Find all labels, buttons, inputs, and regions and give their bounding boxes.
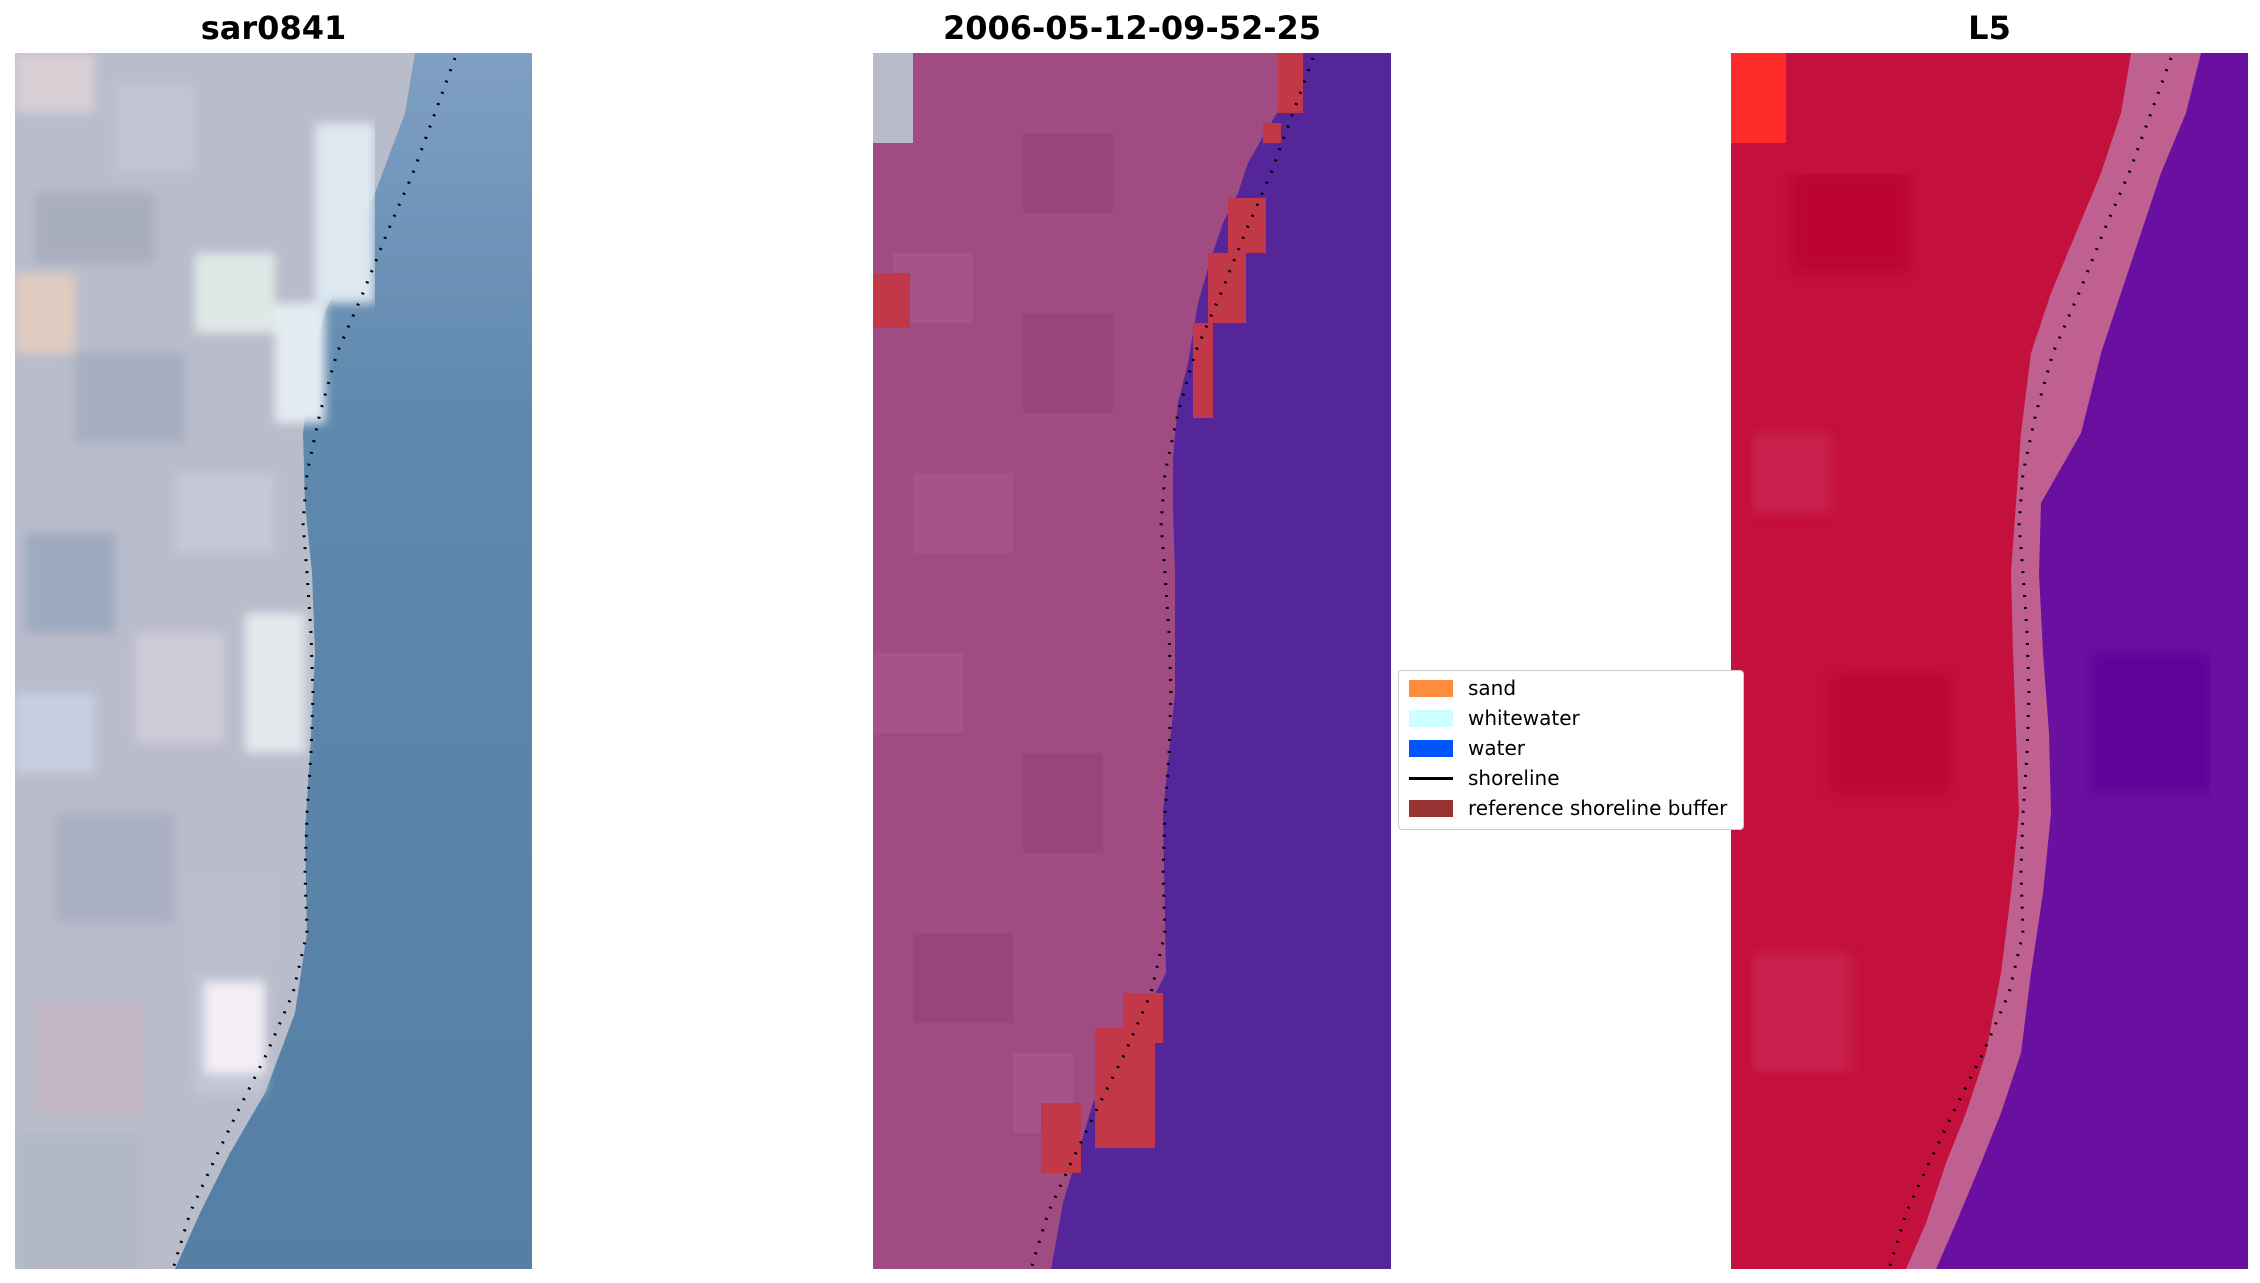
reference-buffer-cells: [873, 53, 1303, 1173]
rgb-satellite-image: [15, 53, 532, 1269]
sand-swatch: [1409, 679, 1453, 697]
legend-item-reference-buffer: reference shoreline buffer: [1409, 795, 1727, 821]
water-swatch: [1409, 739, 1453, 757]
index-image-canvas: [1731, 53, 2248, 1269]
water-index-image: [1731, 53, 2248, 1269]
classified-land-area: [873, 53, 1283, 1269]
legend-item-whitewater: whitewater: [1409, 705, 1580, 731]
legend: sand whitewater water shoreline referenc…: [1398, 670, 1744, 830]
whitewater-swatch: [1409, 709, 1453, 727]
rgb-image-canvas: [15, 53, 532, 1269]
classified-land-texture: [873, 133, 1113, 1133]
legend-label-water: water: [1468, 736, 1525, 760]
classified-image-canvas: [873, 53, 1391, 1269]
legend-label-sand: sand: [1468, 676, 1517, 700]
rgb-panel-title: sar0841: [200, 9, 347, 47]
bright-corner-cells: [1731, 53, 1786, 143]
index-land-texture: [1751, 173, 2211, 1073]
index-panel-title: L5: [1968, 9, 2011, 47]
reference-buffer-swatch: [1409, 799, 1453, 817]
land-texture: [15, 53, 375, 1269]
classified-image: [873, 53, 1391, 1269]
legend-label-shoreline: shoreline: [1468, 766, 1560, 790]
legend-label-whitewater: whitewater: [1468, 706, 1580, 730]
classified-panel-title: 2006-05-12-09-52-25: [942, 9, 1322, 47]
legend-item-shoreline: shoreline: [1409, 765, 1560, 791]
legend-item-sand: sand: [1409, 675, 1516, 701]
legend-label-reference-buffer: reference shoreline buffer: [1468, 796, 1728, 820]
shoreline-line-swatch: [1409, 776, 1453, 780]
legend-item-water: water: [1409, 735, 1525, 761]
